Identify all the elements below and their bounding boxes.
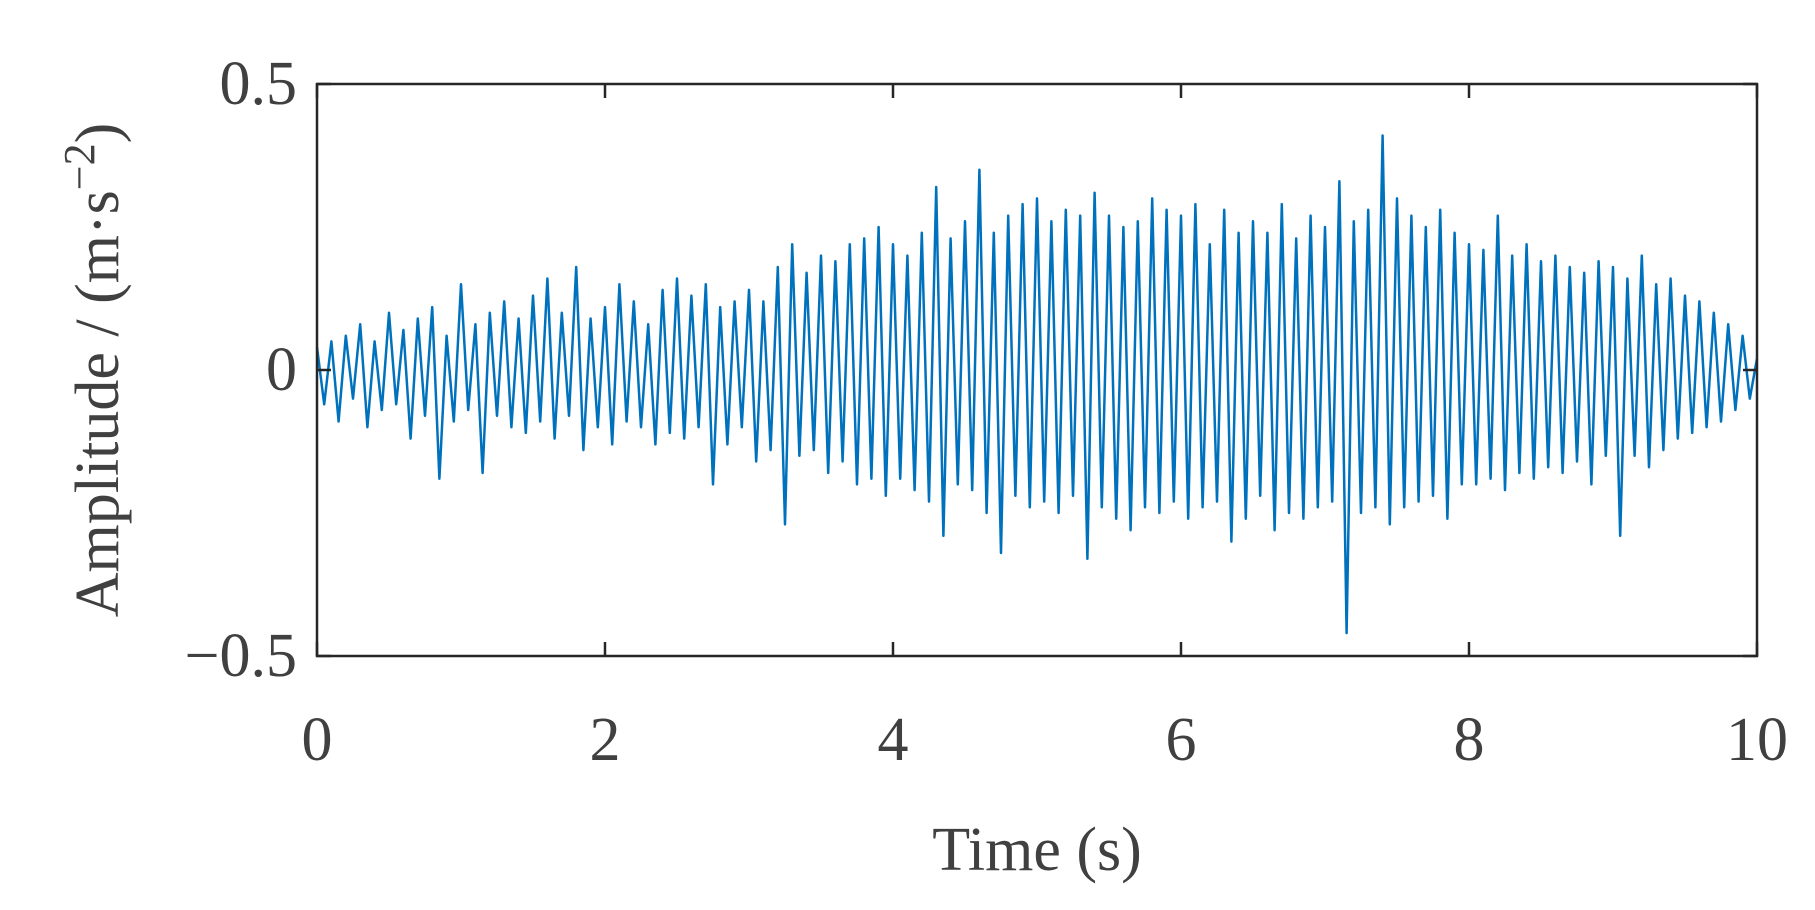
x-tick-label: 2 bbox=[590, 706, 621, 774]
plot-frame bbox=[315, 82, 1759, 658]
x-axis-label: Time (s) bbox=[932, 816, 1142, 884]
y-axis-label: Amplitude / (m·s−2) bbox=[55, 123, 132, 618]
y-tick-label: 0.5 bbox=[220, 50, 298, 118]
x-tick-label: 4 bbox=[878, 706, 909, 774]
y-tick-label: 0 bbox=[266, 336, 297, 404]
x-tick-label: 0 bbox=[302, 706, 333, 774]
y-axis-label-end: ) bbox=[64, 123, 132, 144]
x-tick-label: 8 bbox=[1454, 706, 1485, 774]
y-axis-label-superscript: −2 bbox=[55, 143, 104, 190]
x-tick-label: 6 bbox=[1166, 706, 1197, 774]
signal-line bbox=[315, 134, 1759, 635]
y-tick-label: −0.5 bbox=[185, 622, 297, 690]
y-axis-label-text: Amplitude / (m·s bbox=[64, 190, 132, 617]
x-tick-label: 10 bbox=[1726, 706, 1788, 774]
